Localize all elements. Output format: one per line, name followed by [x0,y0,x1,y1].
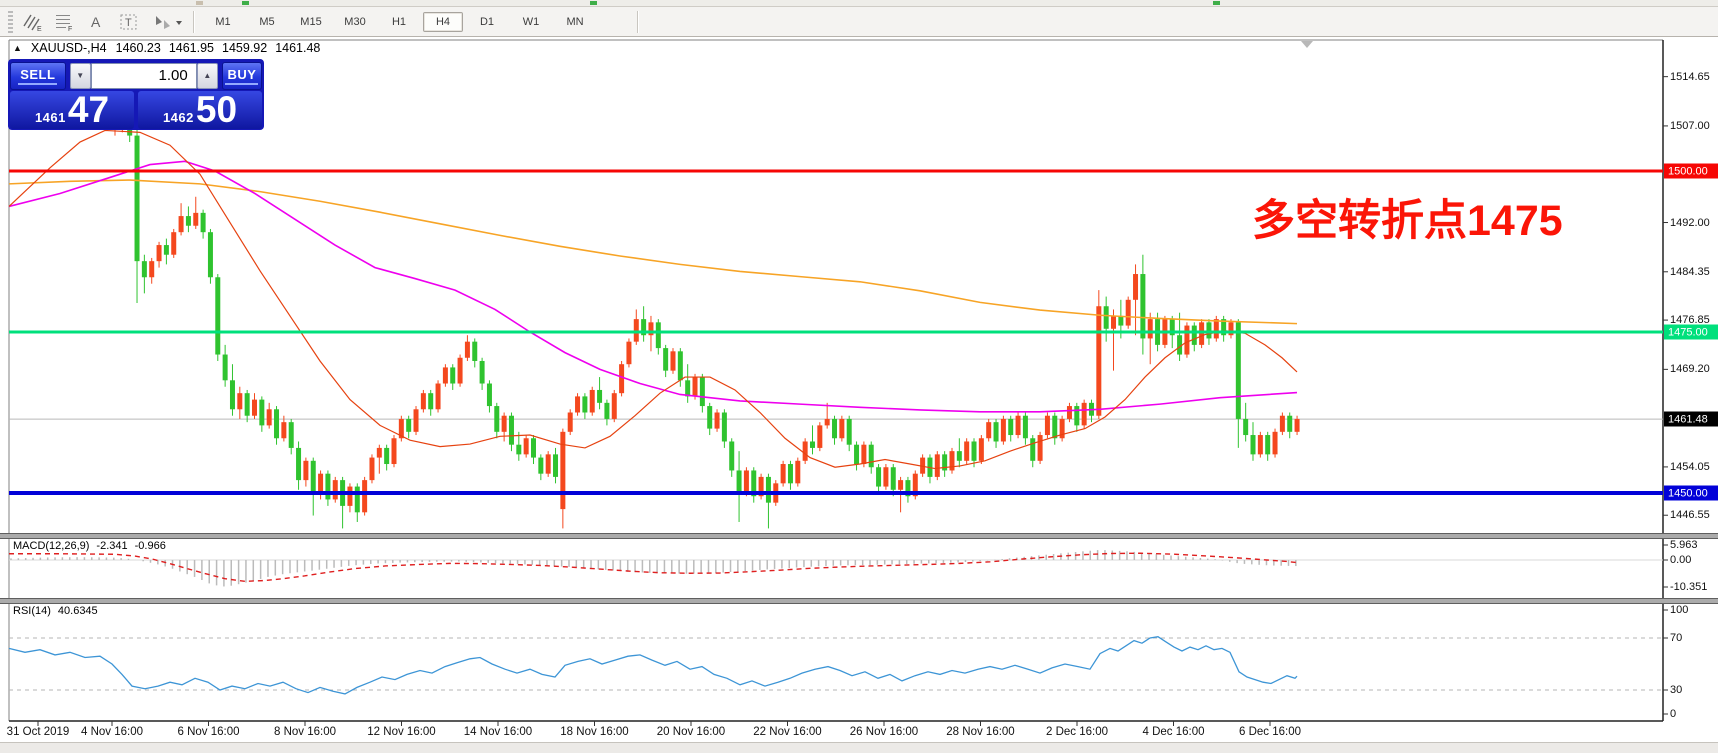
macd-scale-label: 0.00 [1670,554,1692,566]
symbol-title: XAUUSD-,H4 [30,41,107,55]
price-axis-label: 1446.55 [1670,509,1710,522]
toolbar-drag-handle[interactable] [8,10,13,33]
price-chart-canvas[interactable] [0,37,1718,753]
rsi-scale-label: 70 [1670,632,1683,644]
macd-signal-value: -0.966 [134,540,166,552]
chart-annotation-text: 多空转折点1475 [1252,197,1563,245]
toolbar-fragment [590,1,597,5]
price-tag: 1461.48 [1664,411,1718,427]
price-tag: 1450.00 [1664,485,1718,501]
time-axis-label: 22 Nov 16:00 [753,726,822,738]
low-value: 1459.92 [222,41,268,55]
volume-increase-button[interactable]: ▲ [196,62,218,89]
high-value: 1461.95 [168,41,215,55]
sell-button[interactable]: SELL [10,61,66,90]
price-axis-label: 1469.20 [1670,363,1710,376]
volume-decrease-button[interactable]: ▼ [69,62,91,89]
tf-button-m15[interactable]: M15 [300,15,322,28]
sell-price-big-figure: 1461 [34,110,66,125]
toolbar-fragment [1213,1,1220,5]
time-axis-label: 2 Dec 16:00 [1045,726,1109,738]
buy-price-big-figure: 1462 [162,110,194,125]
chevron-down-icon: ▼ [76,71,85,80]
tf-button-h1[interactable]: H1 [391,15,407,28]
text-label-icon[interactable]: A [82,10,112,34]
rsi-value: 40.6345 [57,605,98,617]
indicators-icon[interactable]: E [18,10,48,34]
rsi-indicator-label: RSI(14) 40.6345 [13,605,98,617]
time-axis-label: 8 Nov 16:00 [273,726,337,738]
price-axis-label: 1484.35 [1670,265,1710,278]
rsi-name: RSI(14) [13,605,51,617]
svg-text:A: A [91,14,101,30]
toolbar-fragment [196,1,203,5]
clipped-upper-toolbar [0,0,1718,7]
tf-button-m5[interactable]: M5 [259,15,275,28]
chart-toolbar: E F A T M1 M5 M15 M30 H1 H4 D1 W1 MN [0,7,1718,37]
volume-input[interactable] [90,62,197,89]
time-axis-label: 4 Dec 16:00 [1142,726,1205,738]
price-axis-label: 1476.85 [1670,314,1710,327]
rsi-scale-label: 100 [1670,604,1689,616]
sell-price-display[interactable]: 1461 47 [10,91,134,129]
macd-indicator-label: MACD(12,26,9) -2.341 -0.966 [13,540,166,552]
cursor-tool-icon[interactable] [146,10,186,34]
macd-name: MACD(12,26,9) [13,540,90,552]
price-axis-label: 1514.65 [1670,70,1710,83]
buy-button-label: BUY [225,67,259,85]
buy-price-pips: 50 [195,89,238,130]
pane-divider-rsi[interactable] [0,598,1718,604]
one-click-trading-panel: SELL ▼ ▲ BUY 1461 47 1462 [8,59,264,130]
text-box-icon[interactable]: T [114,10,144,34]
grid-icon[interactable]: F [50,10,80,34]
chart-title-row: ▲ XAUUSD-,H4 1460.23 1461.95 1459.92 146… [13,41,320,55]
pane-divider-macd[interactable] [0,533,1718,539]
time-axis-label: 28 Nov 16:00 [946,726,1015,738]
time-axis-label: 12 Nov 16:00 [367,726,436,738]
tf-button-mn[interactable]: MN [566,15,584,28]
macd-scale-label: 5.963 [1670,539,1698,551]
tf-button-m1[interactable]: M1 [215,15,231,28]
tf-button-w1[interactable]: W1 [522,15,540,28]
macd-scale-label: -10.351 [1670,581,1708,593]
price-tag: 1500.00 [1664,163,1718,179]
tf-button-d1[interactable]: D1 [479,15,495,28]
time-axis-label: 4 Nov 16:00 [80,726,144,738]
svg-text:T: T [125,17,132,29]
chevron-up-icon: ▲ [203,71,212,80]
time-axis-label: 20 Nov 16:00 [656,726,726,738]
sell-button-label: SELL [18,67,58,85]
toolbar-separator [193,10,195,33]
time-axis-label: 26 Nov 16:00 [849,726,919,738]
rsi-scale-label: 0 [1670,708,1677,720]
toolbar-fragment [242,1,249,5]
price-axis-label: 1492.00 [1670,216,1710,229]
status-bar [0,742,1718,753]
price-axis-label: 1454.05 [1670,460,1710,473]
open-value: 1460.23 [115,41,161,55]
close-value: 1461.48 [275,41,321,55]
timeframe-group: M1 M5 M15 M30 H1 H4 D1 W1 MN [201,11,597,32]
ohlc-values: 1460.23 1461.95 1459.92 1461.48 [116,41,321,55]
time-axis-label: 14 Nov 16:00 [463,726,533,738]
tf-button-m30[interactable]: M30 [344,15,366,28]
time-axis-label: 31 Oct 2019 [6,726,70,738]
macd-main-value: -2.341 [96,540,128,552]
rsi-scale-label: 30 [1670,684,1683,696]
time-axis-label: 6 Dec 16:00 [1238,726,1302,738]
chart-window: ▲ XAUUSD-,H4 1460.23 1461.95 1459.92 146… [0,37,1718,742]
price-tag: 1475.00 [1664,324,1718,340]
svg-text:F: F [68,26,72,32]
panel-collapse-arrow[interactable]: ▲ [13,43,22,53]
buy-button[interactable]: BUY [221,61,263,90]
toolbar-separator [637,10,639,33]
time-axis-label: 6 Nov 16:00 [177,726,240,738]
price-axis-label: 1507.00 [1670,119,1710,132]
tf-button-h4[interactable]: H4 [423,11,463,32]
sell-price-pips: 47 [67,89,110,130]
time-axis-label: 18 Nov 16:00 [560,726,629,738]
buy-price-display[interactable]: 1462 50 [138,91,262,129]
svg-text:E: E [37,26,42,32]
